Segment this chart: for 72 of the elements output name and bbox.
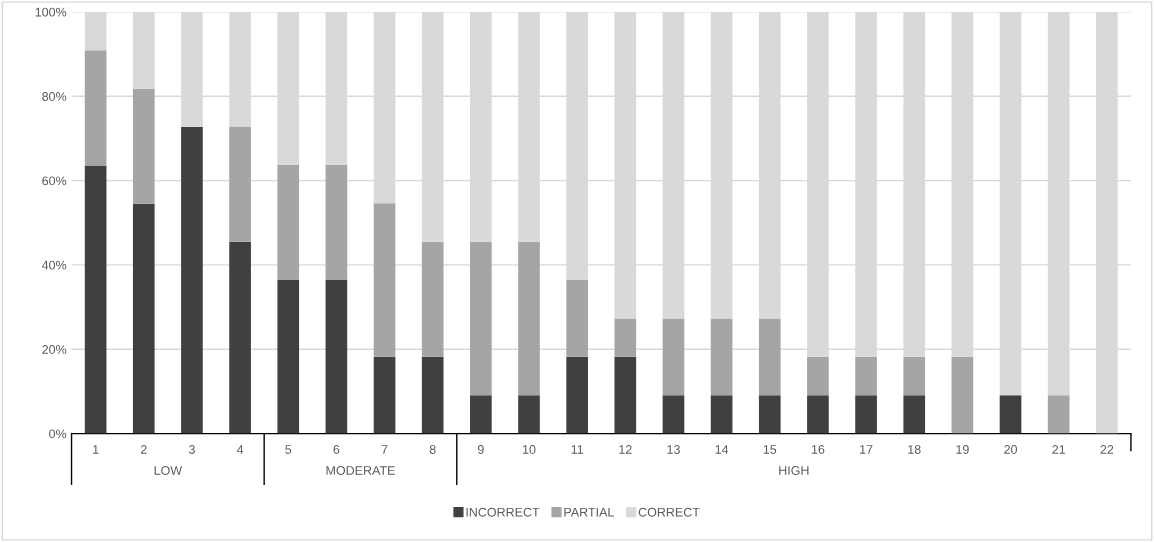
x-tick-label: 22 bbox=[1100, 445, 1114, 454]
bar bbox=[373, 203, 396, 357]
bar bbox=[566, 280, 588, 357]
bar bbox=[277, 164, 300, 281]
bar bbox=[710, 318, 733, 396]
bar bbox=[518, 395, 540, 434]
x-tick-label: 5 bbox=[285, 445, 292, 454]
x-tick-label: 9 bbox=[477, 445, 484, 454]
bar bbox=[758, 318, 781, 396]
bar bbox=[84, 50, 107, 166]
y-tick-label: 100% bbox=[35, 7, 67, 17]
text: LOW bbox=[154, 466, 183, 475]
bar bbox=[951, 356, 974, 434]
x-tick-label: 18 bbox=[908, 445, 921, 454]
x-tick-label: 3 bbox=[188, 445, 195, 454]
x-tick-label: 14 bbox=[715, 445, 729, 454]
bar bbox=[1047, 395, 1070, 434]
bar bbox=[855, 395, 877, 434]
legend-label: INCORRECT bbox=[466, 507, 540, 517]
bar bbox=[84, 165, 107, 434]
text: MODERATE bbox=[326, 466, 395, 475]
y-tick-label: 0% bbox=[49, 429, 67, 439]
x-tick-label: 12 bbox=[619, 445, 632, 454]
bar bbox=[662, 318, 685, 396]
bar bbox=[373, 356, 396, 434]
bar bbox=[903, 395, 926, 434]
x-tick-label: 8 bbox=[429, 445, 436, 454]
x-tick-label: 21 bbox=[1052, 445, 1066, 454]
legend-label: CORRECT bbox=[638, 507, 700, 517]
bar bbox=[325, 280, 348, 434]
y-tick-label: 40% bbox=[41, 260, 67, 270]
y-tick-label: 60% bbox=[42, 176, 67, 186]
x-tick-label: 10 bbox=[523, 445, 536, 454]
bar bbox=[229, 126, 251, 242]
bar bbox=[518, 241, 540, 396]
bar bbox=[229, 241, 251, 434]
x-tick-label: 6 bbox=[333, 445, 340, 454]
x-tick-label: 16 bbox=[811, 445, 825, 454]
bar bbox=[566, 356, 588, 434]
x-tick-label: 13 bbox=[667, 445, 680, 454]
bar bbox=[181, 127, 203, 434]
bar bbox=[662, 395, 685, 434]
y-tick-label: 80% bbox=[42, 92, 67, 101]
y-tick-label: 20% bbox=[42, 345, 67, 354]
x-tick-label: 4 bbox=[236, 445, 244, 454]
text: HIGH bbox=[779, 466, 809, 475]
bar bbox=[132, 88, 155, 204]
bar bbox=[325, 164, 348, 281]
bar bbox=[421, 356, 444, 434]
bar bbox=[421, 241, 444, 357]
bar bbox=[807, 356, 829, 396]
bar bbox=[132, 203, 155, 434]
bar bbox=[614, 356, 637, 434]
bar bbox=[999, 395, 1022, 434]
bar bbox=[470, 241, 492, 396]
x-tick-label: 2 bbox=[140, 445, 147, 454]
bar bbox=[614, 318, 637, 357]
legend-label: PARTIAL bbox=[564, 507, 614, 517]
x-tick-label: 11 bbox=[571, 445, 584, 454]
x-tick-label: 1 bbox=[93, 445, 99, 454]
x-tick-label: 7 bbox=[381, 445, 388, 454]
x-tick-label: 20 bbox=[1004, 445, 1017, 454]
x-tick-label: 17 bbox=[860, 445, 873, 454]
x-tick-label: 19 bbox=[956, 445, 969, 454]
bar bbox=[807, 395, 829, 434]
bar bbox=[470, 395, 492, 434]
bar bbox=[277, 280, 300, 434]
bar bbox=[903, 356, 926, 396]
bar bbox=[855, 356, 877, 396]
x-tick-label: 15 bbox=[763, 445, 777, 454]
bar bbox=[710, 395, 733, 434]
bar bbox=[758, 395, 781, 434]
